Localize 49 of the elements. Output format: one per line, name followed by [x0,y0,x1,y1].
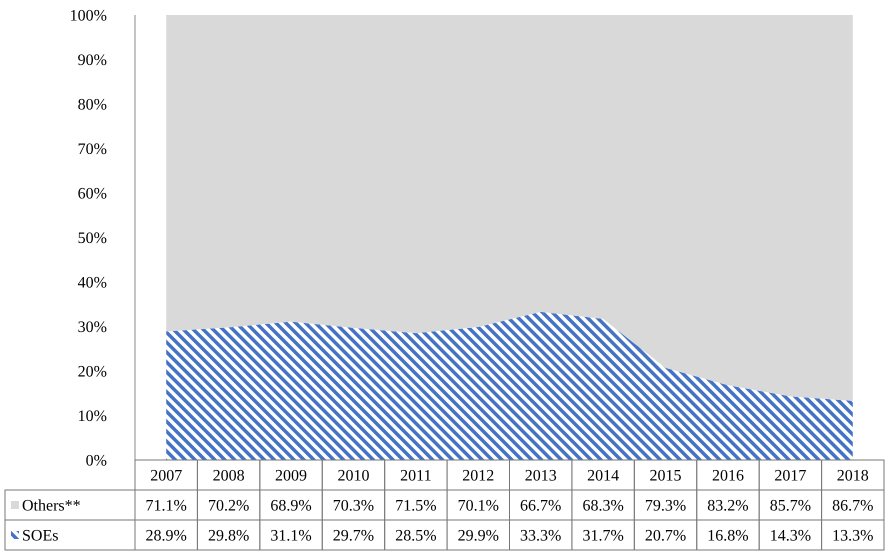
x-tick-label: 2016 [712,468,744,485]
x-tick-label: 2017 [774,468,806,485]
data-label: 20.7% [644,528,686,545]
data-label: 28.9% [146,528,187,545]
data-label: 86.7% [832,498,874,515]
y-tick-label: 50% [78,230,107,248]
data-label: 71.1% [146,498,187,515]
x-tick-label: 2009 [275,468,308,485]
y-tick-label: 30% [78,319,107,336]
y-tick-label: 100% [70,8,107,25]
x-tick-label: 2011 [400,468,432,485]
x-tick-label: 2015 [650,468,682,485]
data-label: 31.1% [270,528,312,545]
legend-label: Others** [22,498,81,515]
data-label: 29.7% [332,528,374,545]
data-label: 85.7% [770,498,812,515]
data-label: 29.9% [458,528,499,545]
y-tick-label: 20% [78,364,107,381]
x-tick-label: 2012 [462,468,494,485]
data-label: 83.2% [707,498,749,515]
data-label: 33.3% [520,528,562,545]
x-tick-label: 2007 [150,468,182,485]
data-label: 70.1% [458,498,499,515]
data-label: 70.2% [208,498,250,515]
y-tick-label: 80% [78,96,107,114]
y-tick-label: 40% [78,274,107,292]
x-tick-label: 2008 [212,468,245,485]
y-tick-label: 0% [86,452,107,470]
data-label: 13.3% [832,528,874,545]
x-tick-label: 2014 [587,468,620,485]
data-label: 70.3% [332,498,374,515]
data-label: 79.3% [644,498,686,515]
x-tick-label: 2018 [836,468,869,485]
data-label: 66.7% [520,498,562,515]
x-tick-label: 2010 [337,468,370,485]
data-label: 14.3% [770,528,812,545]
data-label: 28.5% [395,528,437,545]
data-label: 29.8% [208,528,250,545]
y-tick-label: 10% [78,408,107,426]
y-tick-label: 90% [78,52,107,70]
legend-label: SOEs [22,528,58,545]
x-tick-label: 2013 [524,468,557,485]
data-label: 16.8% [707,528,749,545]
y-tick-label: 60% [78,186,107,203]
data-label: 31.7% [582,528,624,545]
data-label: 68.3% [582,498,624,515]
data-label: 68.9% [270,498,312,515]
y-tick-label: 70% [78,141,107,158]
data-label: 71.5% [395,498,437,515]
